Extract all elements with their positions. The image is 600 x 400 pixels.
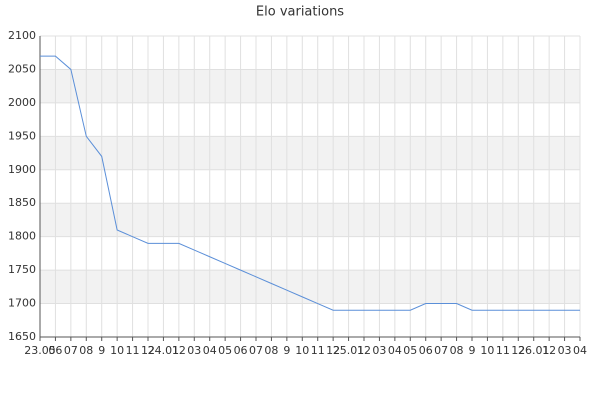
x-tick-label: 12 [172, 344, 186, 357]
grid-band [40, 203, 580, 237]
x-tick-label: 08 [450, 344, 464, 357]
line-series [40, 55, 580, 311]
grid-band [40, 69, 580, 103]
x-tick-label: 11 [126, 344, 140, 357]
y-tick-label: 1750 [8, 263, 36, 276]
x-tick-label: 04 [573, 344, 587, 357]
x-tick-label: 23.05 [24, 344, 56, 357]
grid-band [40, 270, 580, 304]
x-tick-label: 12 [141, 344, 155, 357]
x-tick-label: 08 [264, 344, 278, 357]
x-tick-label: 11 [311, 344, 325, 357]
x-tick-label: 12 [357, 344, 371, 357]
x-tick-label: 06 [234, 344, 248, 357]
x-tick-label: 10 [295, 344, 309, 357]
y-tick-label: 2050 [8, 62, 36, 75]
y-tick-label: 1900 [8, 163, 36, 176]
x-tick-label: 12 [542, 344, 556, 357]
grid-band [40, 136, 580, 170]
y-tick-label: 1700 [8, 297, 36, 310]
y-tick-label: 1950 [8, 129, 36, 142]
x-tick-label: 24.01 [148, 344, 180, 357]
x-tick-label: 26.01 [518, 344, 550, 357]
x-tick-label: 10 [110, 344, 124, 357]
x-tick-label: 12 [326, 344, 340, 357]
x-tick-label: 07 [249, 344, 263, 357]
y-tick-label: 1650 [8, 330, 36, 343]
chart-title: Elo variations [256, 5, 344, 20]
x-tick-label: 06 [48, 344, 62, 357]
x-tick-label: 07 [434, 344, 448, 357]
x-tick-label: 25.01 [333, 344, 365, 357]
x-tick-label: 04 [203, 344, 217, 357]
x-tick-label: 08 [79, 344, 93, 357]
x-tick-label: 05 [403, 344, 417, 357]
x-tick-label: 07 [64, 344, 78, 357]
x-tick-label: 10 [480, 344, 494, 357]
x-tick-label: 11 [496, 344, 510, 357]
x-tick-label: 12 [511, 344, 525, 357]
x-tick-label: 06 [419, 344, 433, 357]
x-tick-label: 03 [187, 344, 201, 357]
x-tick-label: 03 [372, 344, 386, 357]
x-tick-label: 9 [283, 344, 290, 357]
y-tick-label: 1850 [8, 196, 36, 209]
y-tick-label: 2000 [8, 96, 36, 109]
y-tick-label: 2100 [8, 29, 36, 42]
x-tick-label: 9 [98, 344, 105, 357]
x-tick-label: 04 [388, 344, 402, 357]
x-tick-label: 03 [558, 344, 572, 357]
y-tick-label: 1800 [8, 230, 36, 243]
x-tick-label: 05 [218, 344, 232, 357]
x-tick-label: 9 [469, 344, 476, 357]
